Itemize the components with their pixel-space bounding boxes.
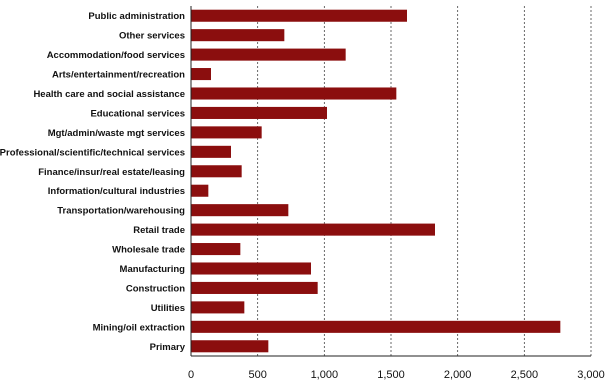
category-label-7: Professional/scientific/technical servic… <box>0 147 185 158</box>
category-label-4: Health care and social assistance <box>33 89 185 100</box>
x-tick-label-5: 2,500 <box>511 369 539 381</box>
bar-0 <box>191 9 407 22</box>
x-tick-label-3: 1,500 <box>377 369 405 381</box>
category-label-17: Primary <box>150 342 186 353</box>
bar-1 <box>191 29 285 42</box>
category-labels: Public administration Other services Accom… <box>0 11 186 353</box>
x-tick-label-1: 500 <box>248 369 266 381</box>
bar-15 <box>191 301 245 314</box>
bar-5 <box>191 106 327 119</box>
x-tick-label-6: 3,000 <box>577 369 605 381</box>
bar-17 <box>191 340 269 353</box>
bar-10 <box>191 204 289 217</box>
category-label-12: Wholesale trade <box>112 245 185 256</box>
category-label-11: Retail trade <box>133 225 185 236</box>
category-label-10: Transportation/warehousing <box>57 206 185 217</box>
category-label-6: Mgt/admin/waste mgt services <box>48 128 185 139</box>
bar-14 <box>191 281 318 294</box>
bar-9 <box>191 184 209 197</box>
category-label-3: Arts/entertainment/recreation <box>52 70 185 81</box>
category-label-15: Utilities <box>151 303 185 314</box>
bar-8 <box>191 165 242 178</box>
x-tick-label-2: 1,000 <box>311 369 339 381</box>
x-tick-label-4: 2,000 <box>444 369 472 381</box>
bars <box>191 9 561 353</box>
bar-2 <box>191 48 346 61</box>
category-label-8: Finance/insur/real estate/leasing <box>38 167 185 178</box>
category-label-2: Accommodation/food services <box>47 50 185 61</box>
category-label-0: Public administration <box>88 11 185 22</box>
bar-16 <box>191 320 561 333</box>
x-tick-labels: 0 500 1,000 1,500 2,000 2,500 3,000 <box>188 369 605 381</box>
bar-11 <box>191 223 435 236</box>
bar-13 <box>191 262 311 275</box>
category-label-16: Mining/oil extraction <box>93 322 186 333</box>
bar-7 <box>191 145 231 158</box>
bar-12 <box>191 243 241 256</box>
category-label-13: Manufacturing <box>120 264 186 275</box>
category-label-5: Educational services <box>90 108 185 119</box>
x-tick-label-0: 0 <box>188 369 194 381</box>
category-label-14: Construction <box>126 283 185 294</box>
category-label-9: Information/cultural industries <box>48 186 185 197</box>
bar-3 <box>191 68 211 81</box>
bar-6 <box>191 126 262 139</box>
category-label-1: Other services <box>119 31 185 42</box>
bar-4 <box>191 87 397 100</box>
